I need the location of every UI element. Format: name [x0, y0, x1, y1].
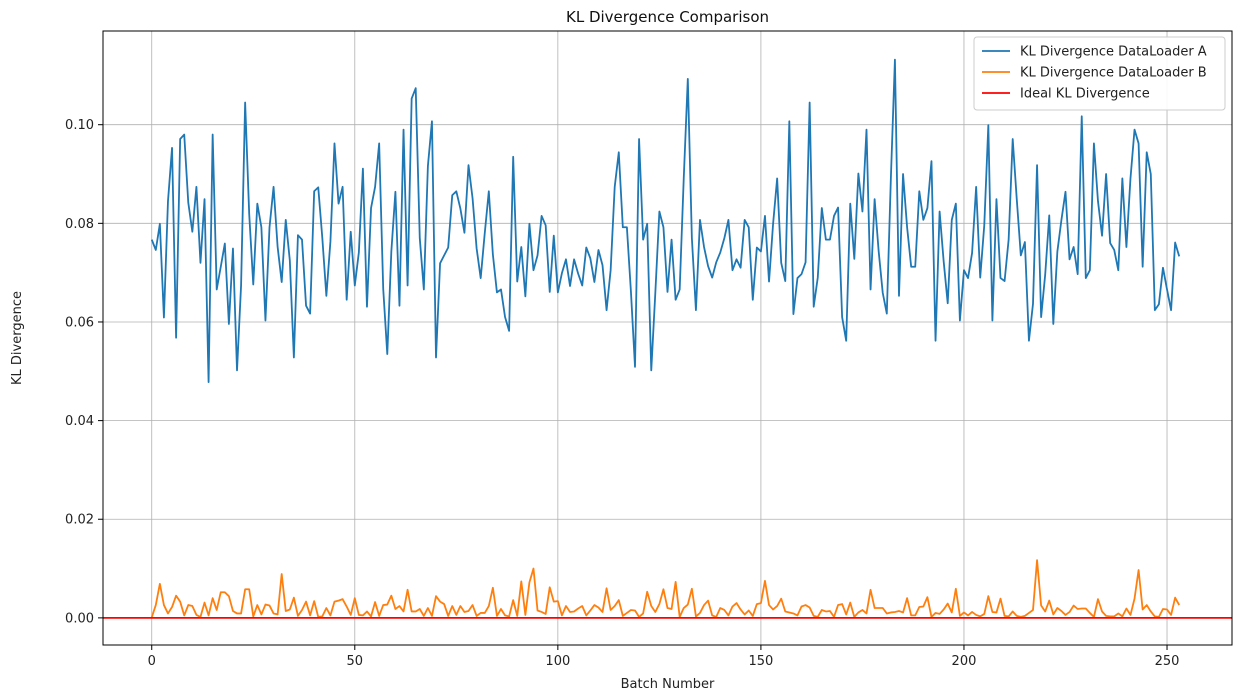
x-tick-label: 100: [545, 654, 570, 669]
y-tick-label: 0.06: [65, 315, 94, 330]
series-line-dataloader-b: [150, 559, 1180, 618]
chart-title: KL Divergence Comparison: [566, 8, 769, 26]
legend-label: Ideal KL Divergence: [1020, 87, 1150, 102]
legend-label: KL Divergence DataLoader A: [1020, 45, 1207, 60]
y-tick-label: 0.00: [65, 611, 94, 626]
x-tick-label: 50: [347, 654, 364, 669]
x-axis-label: Batch Number: [621, 677, 715, 692]
x-tick-label: 0: [148, 654, 156, 669]
y-tick-label: 0.08: [65, 217, 94, 232]
plot-frame: [102, 30, 1233, 646]
series-layer: [103, 58, 1232, 619]
x-tick-label: 250: [1155, 654, 1180, 669]
x-tick-label: 200: [952, 654, 977, 669]
x-tick-label: 150: [748, 654, 773, 669]
y-axis-label: KL Divergence: [10, 291, 25, 385]
y-tick-label: 0.02: [65, 513, 94, 528]
y-tick-label: 0.10: [65, 118, 94, 133]
series-line-dataloader-a: [150, 58, 1181, 384]
legend-box: [973, 36, 1226, 111]
legend-label: KL Divergence DataLoader B: [1020, 66, 1207, 81]
y-tick-label: 0.04: [65, 414, 94, 429]
legend: KL Divergence DataLoader A KL Divergence …: [973, 36, 1226, 111]
y-axis: 0.00 0.02 0.04 0.06 0.08 0.10: [65, 118, 103, 626]
x-axis: 0 50 100 150 200 250: [148, 645, 1180, 669]
